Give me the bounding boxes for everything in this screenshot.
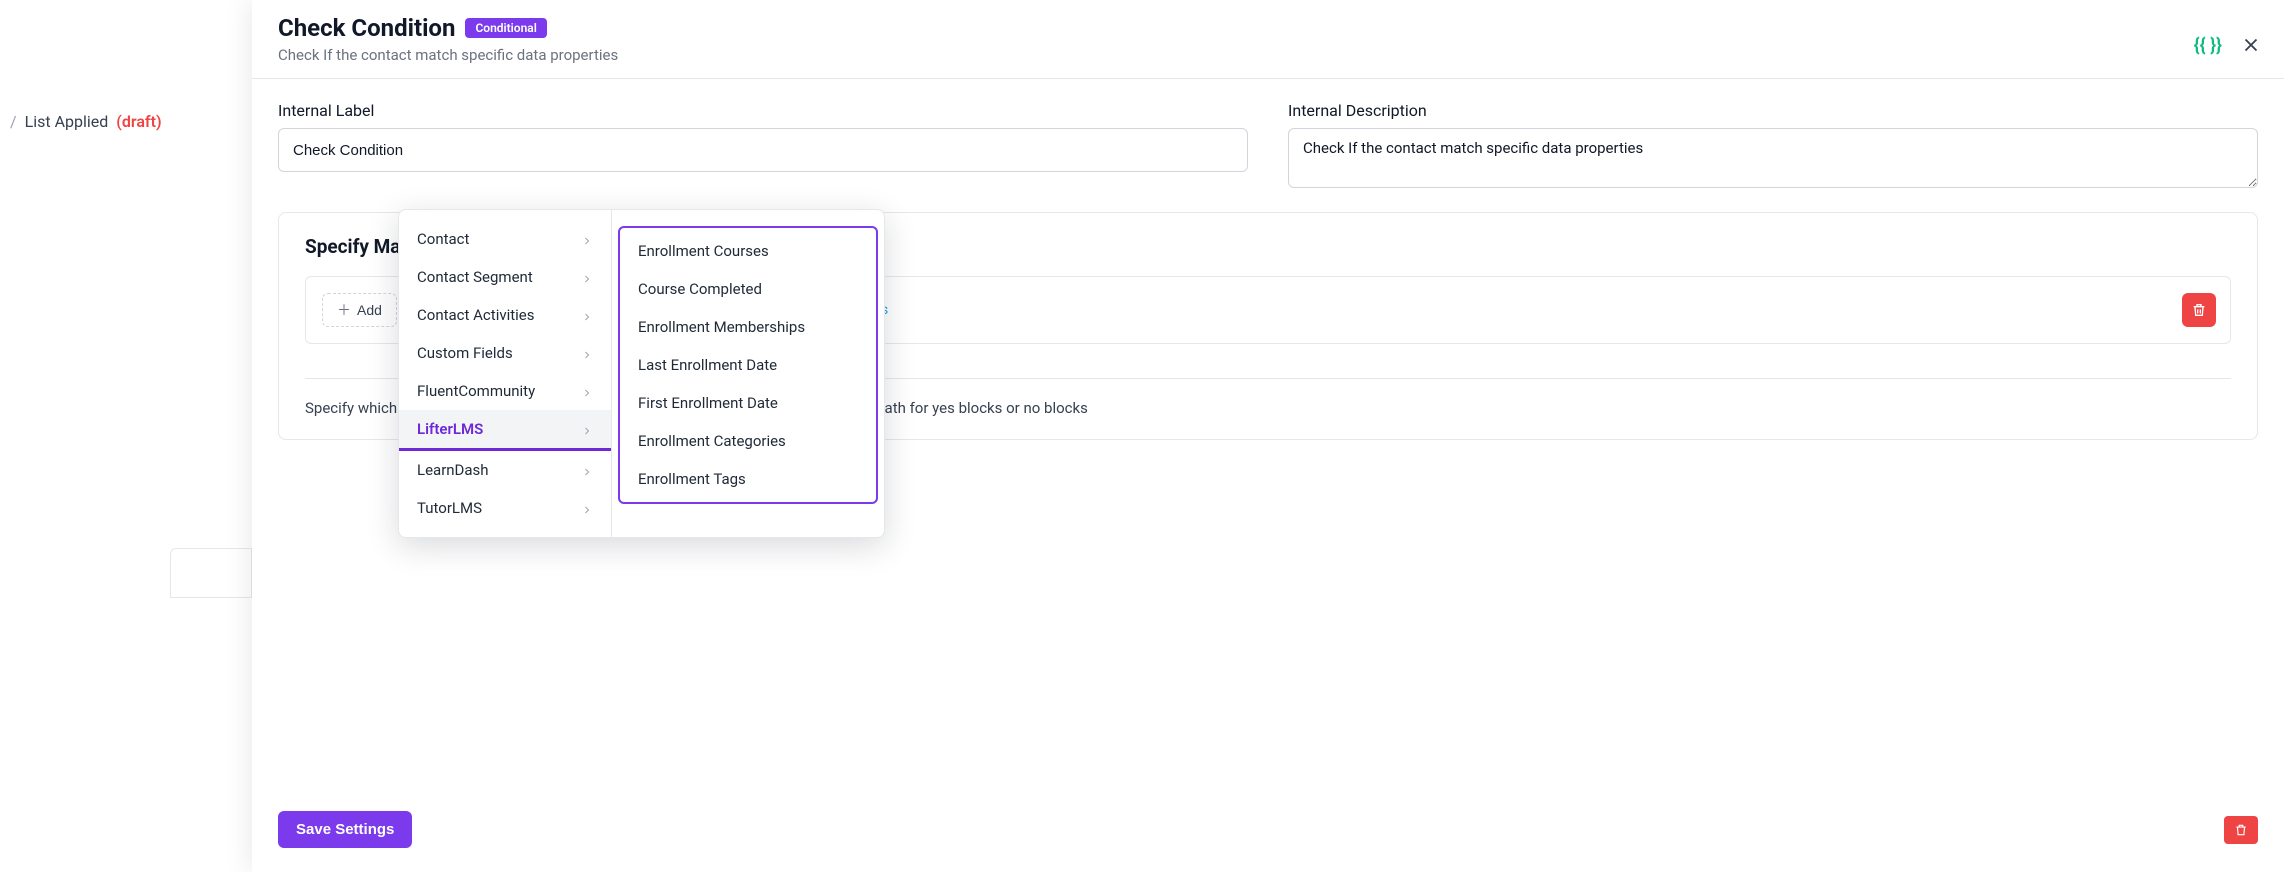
internal-description-field: Internal Description [1288,101,2258,188]
modal-header: Check Condition Conditional Check If the… [252,0,2284,79]
settings-modal: Check Condition Conditional Check If the… [252,0,2284,872]
chevron-right-icon [581,385,593,397]
delete-step-button[interactable] [2224,816,2258,844]
modal-body: Internal Label Internal Description Spec… [252,79,2284,795]
chevron-right-icon [581,309,593,321]
popover-item-label: Contact Segment [417,268,533,286]
popover-subitem-enrollment-tags[interactable]: Enrollment Tags [620,460,876,498]
popover-item-learndash[interactable]: LearnDash [399,451,611,489]
breadcrumb: / List Applied (draft) [10,112,162,131]
popover-level1: Contact Contact Segment Contact Activities… [399,210,611,537]
popover-item-label: Contact Activities [417,306,535,324]
popover-item-lifterlms[interactable]: LifterLMS [399,410,611,451]
popover-subitem-enrollment-courses[interactable]: Enrollment Courses [620,232,876,270]
chevron-right-icon [581,502,593,514]
popover-item-label: Custom Fields [417,344,513,362]
chevron-right-icon [581,464,593,476]
add-button-label: Add [357,302,382,318]
popover-item-contact-segment[interactable]: Contact Segment [399,258,611,296]
chevron-right-icon [581,271,593,283]
breadcrumb-sep: / [10,112,17,131]
add-condition-button[interactable]: ＋ Add [322,293,397,327]
chevron-right-icon [581,347,593,359]
internal-description-label: Internal Description [1288,101,2258,120]
popover-item-label: LearnDash [417,461,489,479]
modal-title: Check Condition [278,14,455,42]
popover-subitem-course-completed[interactable]: Course Completed [620,270,876,308]
popover-subitem-first-enrollment-date[interactable]: First Enrollment Date [620,384,876,422]
popover-subitem-enrollment-memberships[interactable]: Enrollment Memberships [620,308,876,346]
popover-subitem-last-enrollment-date[interactable]: Last Enrollment Date [620,346,876,384]
breadcrumb-page[interactable]: List Applied [25,112,109,131]
condition-source-popover: Contact Contact Segment Contact Activities… [398,209,885,538]
popover-item-label: TutorLMS [417,499,482,517]
background-card [170,548,252,598]
popover-item-label: Contact [417,230,469,248]
popover-level2: Enrollment CoursesCourse CompletedEnroll… [611,210,884,537]
internal-description-input[interactable] [1288,128,2258,188]
modal-subtitle: Check If the contact match specific data… [278,46,2258,64]
popover-level2-outline: Enrollment CoursesCourse CompletedEnroll… [618,226,878,504]
chevron-right-icon [581,233,593,245]
chevron-right-icon [581,423,593,435]
breadcrumb-status: (draft) [116,112,161,131]
popover-item-contact[interactable]: Contact [399,220,611,258]
popover-item-custom-fields[interactable]: Custom Fields [399,334,611,372]
save-settings-button[interactable]: Save Settings [278,811,412,848]
popover-item-label: FluentCommunity [417,382,535,400]
internal-label-field: Internal Label [278,101,1248,188]
modal-footer: Save Settings [252,795,2284,872]
internal-label-input[interactable] [278,128,1248,172]
conditional-badge: Conditional [465,18,546,38]
popover-item-contact-activities[interactable]: Contact Activities [399,296,611,334]
delete-group-button[interactable] [2182,293,2216,327]
popover-item-tutorlms[interactable]: TutorLMS [399,489,611,527]
merge-tags-icon[interactable]: {{ }} [2194,35,2222,56]
plus-icon: ＋ [337,300,351,320]
close-icon[interactable] [2240,34,2262,56]
popover-item-fluentcommunity[interactable]: FluentCommunity [399,372,611,410]
popover-subitem-enrollment-categories[interactable]: Enrollment Categories [620,422,876,460]
internal-label-label: Internal Label [278,101,1248,120]
popover-item-label: LifterLMS [417,420,483,438]
